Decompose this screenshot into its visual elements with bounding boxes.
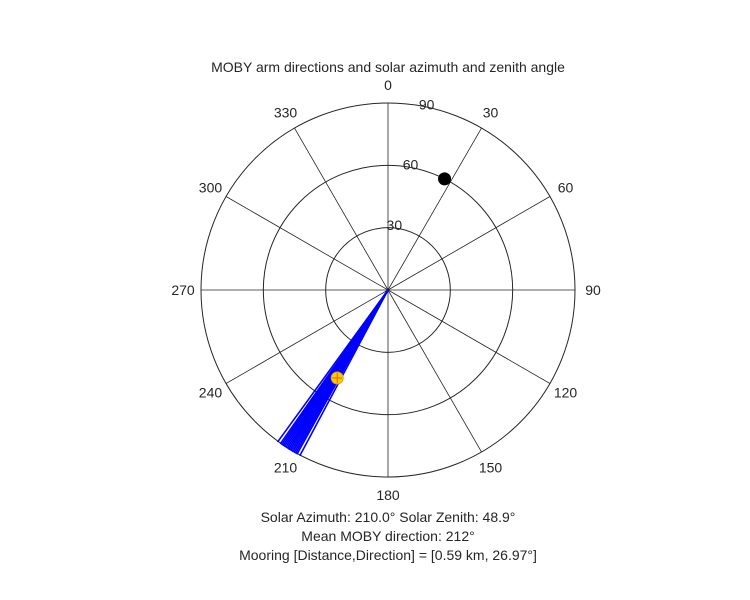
radial-tick-labels: 30 60 90 — [387, 96, 435, 232]
radial-tick-label: 30 — [387, 217, 403, 233]
grid-spoke — [387, 289, 551, 384]
angle-tick-label: 330 — [274, 104, 298, 120]
angle-tick-label: 180 — [376, 487, 400, 503]
angle-tick-label: 150 — [479, 460, 503, 476]
grid-spoke — [225, 289, 389, 384]
angle-tick-label: 120 — [554, 385, 578, 401]
angle-tick-label: 90 — [585, 282, 601, 298]
mean-direction-annotation: Mean MOBY direction: 212° — [301, 528, 474, 544]
moby-arm-lines — [276, 289, 389, 457]
angle-tick-labels: 0 30 60 90 120 150 180 210 240 270 300 330 — [171, 77, 601, 503]
mooring-marker — [438, 172, 452, 186]
solar-annotation: Solar Azimuth: 210.0° Solar Zenith: 48.9… — [261, 509, 516, 525]
data-points — [330, 172, 452, 385]
angle-tick-label: 300 — [199, 180, 223, 196]
angle-tick-label: 240 — [199, 385, 223, 401]
angle-tick-label: 0 — [384, 77, 392, 93]
radial-tick-label: 90 — [419, 96, 435, 112]
grid-spoke — [225, 196, 389, 291]
moby-arm-line — [276, 289, 389, 443]
angle-tick-label: 210 — [274, 460, 298, 476]
angle-tick-label: 270 — [171, 282, 195, 298]
radial-tick-label: 60 — [403, 157, 419, 173]
angle-tick-label: 60 — [558, 180, 574, 196]
grid-spoke — [387, 196, 551, 291]
grid-spoke — [387, 127, 482, 291]
grid-spoke — [294, 127, 389, 291]
mooring-annotation: Mooring [Distance,Direction] = [0.59 km,… — [239, 547, 537, 563]
grid-spoke — [387, 289, 482, 453]
angle-tick-label: 30 — [483, 104, 499, 120]
chart-title: MOBY arm directions and solar azimuth an… — [211, 59, 565, 75]
